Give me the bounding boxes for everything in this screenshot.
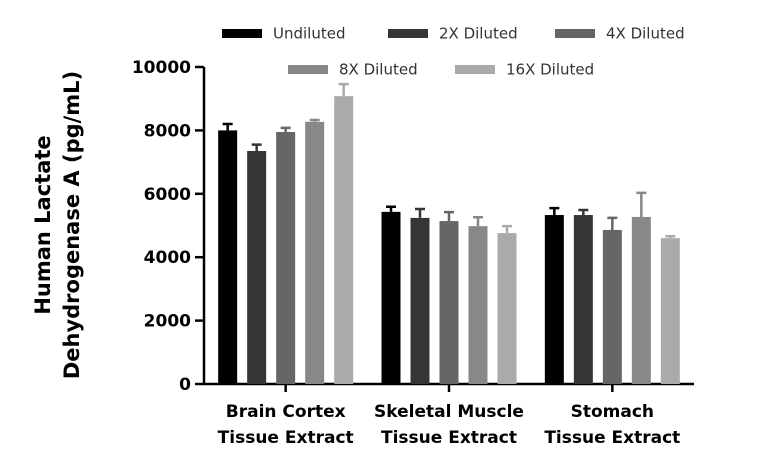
legend-swatch xyxy=(455,65,495,74)
legend-label: 2X Diluted xyxy=(439,25,518,43)
error-bar xyxy=(549,206,560,216)
y-tick-label: 10000 xyxy=(132,58,191,78)
bar xyxy=(631,216,651,384)
bar xyxy=(410,217,430,384)
bar xyxy=(305,121,325,384)
bar xyxy=(497,233,517,384)
bar xyxy=(544,215,564,384)
y-tick-label: 6000 xyxy=(144,185,191,205)
bar xyxy=(573,215,593,384)
bar xyxy=(602,229,622,384)
y-tick-label: 2000 xyxy=(144,312,191,332)
error-bar xyxy=(665,235,676,239)
error-bar xyxy=(607,216,618,230)
error-bar xyxy=(636,191,647,217)
legend-label: 16X Diluted xyxy=(506,61,594,79)
y-axis-label: Dehydrogenase A (pg/mL) xyxy=(60,71,84,379)
bar xyxy=(247,151,267,384)
error-bar xyxy=(444,210,454,222)
error-bar xyxy=(280,126,291,132)
error-bar xyxy=(578,208,589,216)
bar xyxy=(660,238,680,384)
bar xyxy=(439,221,459,384)
error-bar xyxy=(222,122,233,131)
error-bar xyxy=(338,82,349,97)
y-axis-label: Human Lactate xyxy=(31,135,55,314)
y-tick-label: 0 xyxy=(179,375,191,395)
y-tick-label: 8000 xyxy=(144,121,191,141)
x-tick-label: Skeletal Muscle xyxy=(374,402,524,422)
x-tick-label: Stomach xyxy=(571,402,654,422)
bar xyxy=(218,130,238,384)
legend-label: 8X Diluted xyxy=(339,61,418,79)
error-bar xyxy=(386,205,396,212)
bar xyxy=(334,96,354,384)
legend-label: 4X Diluted xyxy=(606,25,685,43)
legend-swatch xyxy=(388,29,428,38)
x-tick-label: Brain Cortex xyxy=(226,402,346,422)
legend-label: Undiluted xyxy=(273,25,345,43)
legend-swatch xyxy=(222,29,262,38)
legend-swatch xyxy=(288,65,328,74)
error-bar xyxy=(251,143,262,152)
error-bar xyxy=(309,118,320,122)
x-tick-label: Tissue Extract xyxy=(544,428,680,448)
bar xyxy=(381,211,401,384)
error-bar xyxy=(502,224,512,234)
x-tick-label: Tissue Extract xyxy=(381,428,517,448)
x-tick-label: Tissue Extract xyxy=(218,428,354,448)
bar xyxy=(276,131,296,384)
bar xyxy=(468,226,488,384)
error-bar xyxy=(415,207,425,218)
legend-swatch xyxy=(555,29,595,38)
y-tick-label: 4000 xyxy=(144,248,191,268)
error-bar xyxy=(473,216,483,227)
